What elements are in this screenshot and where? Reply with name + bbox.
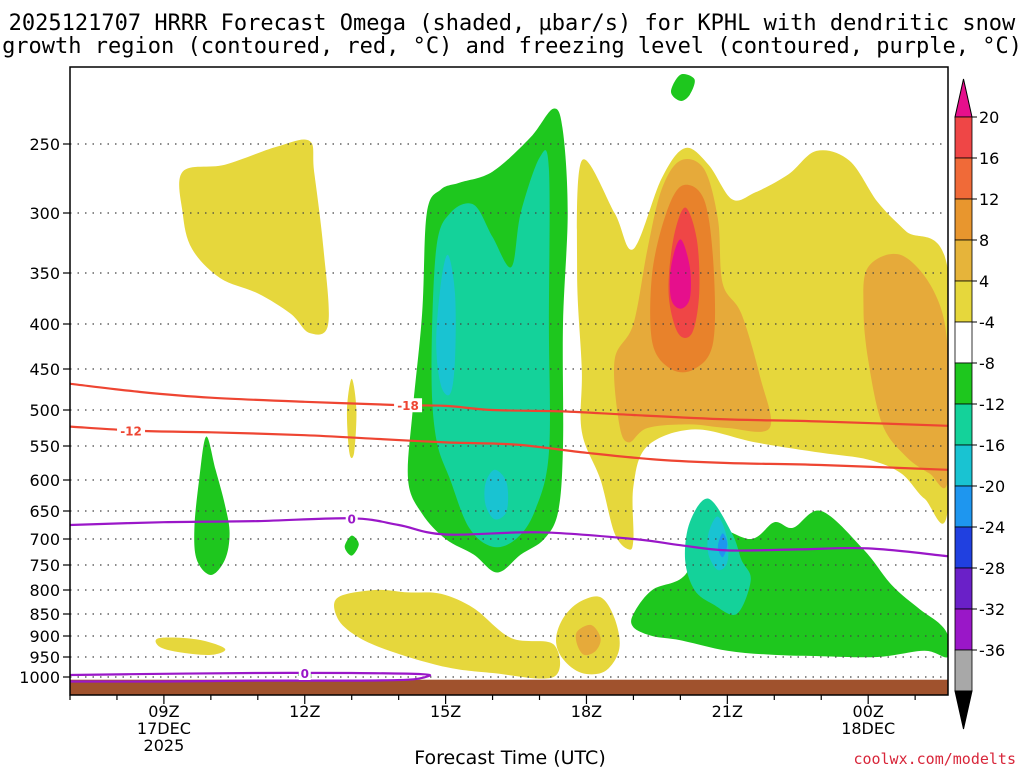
omega-region-cyan-right-low — [707, 516, 729, 571]
omega-region-green-12z-blob — [344, 535, 359, 556]
colorbar-label-12: -32 — [979, 600, 1005, 619]
y-tick-label-600: 600 — [29, 471, 60, 490]
colorbar-top-arrow — [954, 78, 973, 118]
contour-label-bg — [298, 666, 311, 680]
colorbar-bin-0 — [954, 116, 973, 159]
y-tick-label-1000: 1000 — [19, 668, 60, 687]
colorbar-bin-7 — [954, 403, 973, 446]
x-tick-label-9-0: 09Z — [148, 702, 179, 721]
terrain-fill — [70, 679, 948, 695]
omega-region-yellow-low-09z — [155, 637, 226, 656]
contour-purple-freezing-sfc — [70, 671, 432, 683]
terrain-layer — [70, 679, 948, 695]
colorbar-bin-6 — [954, 362, 973, 405]
x-tick-label-18-0: 18Z — [571, 702, 602, 721]
omega-region-yellow-upper-left — [179, 139, 329, 335]
chart-title-line-2: growth region (contoured, red, °C) and f… — [2, 34, 1022, 59]
colorbar-label-10: -24 — [979, 518, 1005, 537]
contour-purple-freezing-mid — [70, 517, 948, 558]
omega-region-green-early-spike — [194, 436, 230, 575]
x-tick-label-12-0: 12Z — [289, 702, 320, 721]
colorbar-bin-2 — [954, 198, 973, 241]
colorbar-label-11: -28 — [979, 559, 1005, 578]
colorbar-bin-1 — [954, 157, 973, 200]
y-tick-label-400: 400 — [29, 315, 60, 334]
contour-label-bg — [117, 423, 146, 438]
contour-label-red-contour-lower: -12 — [120, 424, 142, 438]
colorbar-label-8: -16 — [979, 436, 1005, 455]
colorbar-label-0: 20 — [979, 108, 999, 127]
omega-region-yellow-low-left — [334, 589, 561, 679]
colorbar-bin-4 — [954, 280, 973, 323]
y-tick-label-650: 650 — [29, 502, 60, 521]
x-tick-label-9-2: 2025 — [144, 736, 185, 755]
y-tick-label-800: 800 — [29, 581, 60, 600]
y-tick-label-850: 850 — [29, 605, 60, 624]
contour-red-contour-upper — [70, 382, 948, 427]
colorbar-label-5: -4 — [979, 313, 995, 332]
chart-title-line-1: 2025121707 HRRR Forecast Omega (shaded, … — [9, 11, 1016, 36]
y-tick-label-950: 950 — [29, 648, 60, 667]
colorbar-bin-5 — [954, 321, 973, 364]
contour-label-purple-freezing-sfc: 0 — [301, 667, 309, 681]
x-axis-label: Forecast Time (UTC) — [414, 747, 605, 768]
y-tick-label-700: 700 — [29, 530, 60, 549]
y-tick-label-550: 550 — [29, 437, 60, 456]
x-tick-label-15-0: 15Z — [430, 702, 461, 721]
colorbar-label-3: 8 — [979, 231, 989, 250]
y-tick-label-350: 350 — [29, 264, 60, 283]
y-tick-label-900: 900 — [29, 627, 60, 646]
y-tick-label-300: 300 — [29, 204, 60, 223]
colorbar-label-6: -8 — [979, 354, 995, 373]
contour-red-contour-lower — [70, 425, 948, 471]
pressure-axis: 250 300 350 400 450 500 550 600 650 700 750 800 850 9… — [19, 135, 70, 687]
y-tick-label-450: 450 — [29, 360, 60, 379]
contour-label-bg — [345, 511, 358, 526]
x-tick-label-24-0: 00Z — [853, 702, 884, 721]
contour-label-red-contour-upper: -18 — [397, 399, 419, 413]
omega-region-magenta-core — [669, 239, 691, 309]
colorbar-legend: 20 16 12 8 4 -4 -8 -12 -16 -20 -24 -28 -32 -36 — [954, 78, 1005, 730]
credit-text[interactable]: coolwx.com/modelts — [853, 750, 1016, 768]
plot-frame — [69, 66, 949, 696]
colorbar-label-2: 12 — [979, 190, 999, 209]
x-tick-label-9-1: 17DEC — [137, 719, 191, 738]
omega-region-cyan-core-upper — [436, 254, 456, 396]
colorbar-label-9: -20 — [979, 477, 1005, 496]
omega-region-cyan-core-lower — [484, 469, 509, 520]
colorbar-label-7: -12 — [979, 395, 1005, 414]
y-tick-label-500: 500 — [29, 401, 60, 420]
colorbar-bin-3 — [954, 239, 973, 282]
colorbar-label-4: 4 — [979, 272, 989, 291]
contour-label-bg — [394, 398, 423, 413]
y-tick-label-250: 250 — [29, 135, 60, 154]
contour-label-purple-freezing-mid: 0 — [348, 512, 356, 526]
omega-region-teal-plume-core — [431, 150, 550, 548]
colorbar-label-13: -36 — [979, 641, 1005, 660]
colorbar-bin-12 — [954, 608, 973, 651]
colorbar-bin-11 — [954, 567, 973, 610]
colorbar-bin-13 — [954, 649, 973, 692]
omega-region-green-top-spike — [671, 74, 695, 101]
colorbar-bin-8 — [954, 444, 973, 487]
contour-lines: -18 -12 0 0 — [70, 382, 948, 683]
omega-shaded-regions — [155, 74, 948, 679]
colorbar-bottom-arrow — [954, 690, 973, 730]
y-tick-label-750: 750 — [29, 556, 60, 575]
x-tick-label-21-0: 21Z — [712, 702, 743, 721]
colorbar-bin-10 — [954, 526, 973, 569]
colorbar-bin-9 — [954, 485, 973, 528]
colorbar-label-1: 16 — [979, 149, 999, 168]
omega-region-gold-low-18z-core — [575, 624, 601, 656]
x-tick-label-24-1: 18DEC — [841, 719, 895, 738]
omega-region-gold-far-right — [863, 253, 948, 489]
